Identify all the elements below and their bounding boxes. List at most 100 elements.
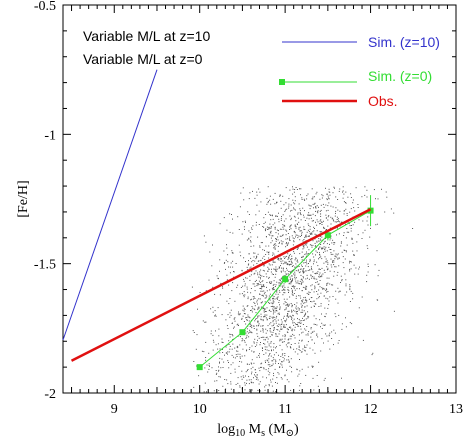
scatter-point	[245, 332, 247, 334]
scatter-point	[246, 363, 248, 365]
scatter-point	[337, 199, 339, 200]
scatter-point	[307, 229, 309, 231]
scatter-point	[354, 221, 356, 223]
scatter-point	[339, 290, 341, 292]
scatter-point	[310, 266, 312, 268]
scatter-point	[209, 251, 211, 253]
scatter-point	[338, 314, 340, 316]
scatter-point	[310, 327, 312, 328]
scatter-point	[296, 260, 298, 262]
scatter-point	[256, 256, 258, 258]
scatter-point	[359, 266, 360, 268]
scatter-point	[256, 356, 258, 358]
scatter-point	[286, 255, 288, 257]
scatter-point	[278, 284, 280, 286]
scatter-point	[319, 236, 321, 237]
scatter-point	[362, 220, 364, 222]
scatter-point	[285, 274, 287, 276]
scatter-point	[271, 264, 273, 266]
scatter-point	[245, 337, 247, 339]
scatter-point	[304, 314, 306, 316]
scatter-point	[337, 209, 339, 211]
scatter-point	[289, 240, 291, 241]
scatter-point	[321, 338, 323, 340]
scatter-point	[262, 320, 264, 322]
scatter-point	[264, 343, 266, 345]
scatter-point	[294, 275, 296, 277]
scatter-point	[306, 195, 308, 197]
scatter-point	[278, 279, 280, 281]
scatter-point	[288, 356, 290, 358]
scatter-point	[280, 339, 282, 341]
scatter-point	[281, 338, 283, 340]
scatter-point	[283, 324, 285, 326]
scatter-point	[264, 259, 266, 260]
scatter-point	[370, 227, 371, 229]
scatter-point	[282, 268, 284, 270]
scatter-point	[250, 236, 252, 238]
scatter-point	[294, 267, 296, 269]
scatter-point	[311, 289, 313, 291]
scatter-point	[291, 266, 293, 267]
scatter-point	[298, 321, 300, 323]
scatter-point	[243, 313, 245, 314]
scatter-point	[341, 323, 343, 325]
scatter-point	[293, 318, 295, 320]
scatter-point	[300, 283, 302, 285]
scatter-point	[258, 188, 260, 190]
scatter-point	[268, 245, 270, 247]
scatter-point	[253, 342, 255, 344]
scatter-point	[327, 291, 329, 292]
scatter-point	[273, 306, 275, 308]
scatter-point	[193, 386, 195, 388]
scatter-point	[262, 350, 263, 352]
scatter-point	[279, 257, 281, 259]
scatter-point	[294, 196, 296, 198]
scatter-point	[280, 235, 282, 237]
scatter-point	[260, 342, 261, 343]
scatter-point	[298, 308, 300, 310]
scatter-point	[293, 348, 295, 350]
scatter-point	[246, 334, 248, 336]
scatter-point	[303, 198, 305, 200]
scatter-point	[330, 264, 332, 266]
scatter-point	[292, 309, 294, 311]
scatter-point	[268, 257, 270, 259]
scatter-point	[269, 264, 271, 266]
scatter-point	[310, 285, 312, 287]
scatter-point	[328, 335, 330, 337]
scatter-point	[297, 212, 299, 214]
scatter-point	[290, 283, 292, 285]
scatter-point	[296, 223, 298, 225]
scatter-point	[274, 222, 276, 224]
scatter-point	[282, 341, 284, 343]
scatter-point	[243, 294, 245, 296]
scatter-point	[274, 248, 276, 250]
scatter-point	[268, 227, 270, 229]
scatter-point	[279, 307, 281, 309]
scatter-point	[228, 284, 230, 286]
scatter-point	[320, 256, 322, 258]
scatter-point	[225, 319, 227, 321]
scatter-point	[248, 260, 249, 262]
scatter-point	[319, 319, 321, 321]
scatter-point	[231, 334, 233, 336]
scatter-point	[260, 366, 261, 368]
scatter-point	[289, 215, 291, 217]
scatter-point	[262, 376, 264, 378]
scatter-point	[247, 269, 249, 270]
scatter-point	[260, 269, 262, 271]
scatter-point	[337, 218, 339, 220]
scatter-point	[306, 274, 308, 276]
scatter-point	[246, 319, 248, 320]
scatter-point	[245, 317, 247, 319]
scatter-point	[311, 284, 313, 286]
scatter-point	[323, 251, 324, 253]
scatter-point	[263, 286, 265, 288]
scatter-point	[287, 314, 289, 316]
y-tick-label: -2	[44, 387, 56, 402]
scatter-point	[332, 261, 333, 263]
scatter-point	[269, 372, 271, 374]
scatter-point	[276, 202, 277, 204]
scatter-point	[295, 227, 297, 229]
